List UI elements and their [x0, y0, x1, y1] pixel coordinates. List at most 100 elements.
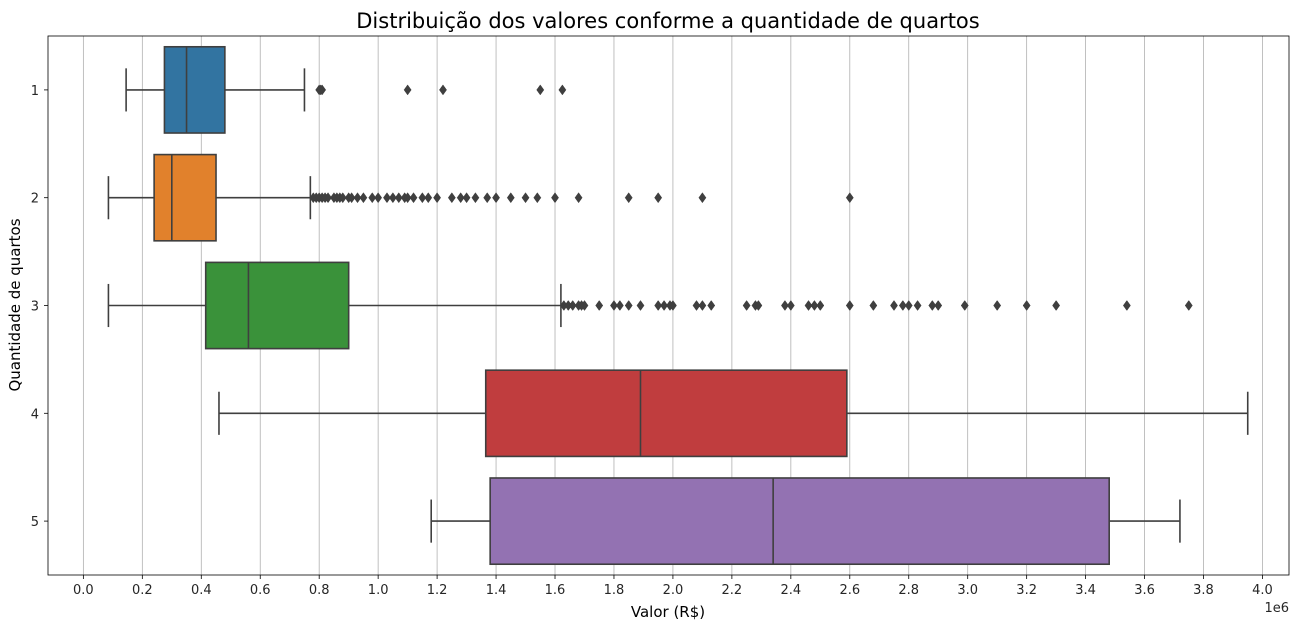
outlier-point: [707, 300, 716, 311]
outlier-point: [904, 300, 913, 311]
x-tick-label: 0.2: [132, 583, 153, 598]
box-group-2: [107, 153, 854, 242]
box-series: [107, 45, 1249, 566]
x-tick-label: 3.6: [1134, 583, 1155, 598]
outlier-point: [698, 300, 707, 311]
outlier-point: [403, 84, 412, 96]
x-tick-label: 0.8: [309, 583, 330, 598]
outlier-point: [624, 300, 633, 311]
x-tick-label: 3.0: [957, 583, 978, 598]
outlier-point: [359, 192, 368, 204]
outlier-point: [388, 192, 397, 204]
x-tick-label: 1.2: [427, 583, 448, 598]
x-tick-label: 0.0: [73, 583, 94, 598]
outlier-point: [456, 192, 465, 204]
outlier-point: [654, 300, 663, 311]
box-iqr: [484, 369, 848, 458]
x-tick-label: 2.8: [898, 583, 919, 598]
outlier-point: [368, 192, 377, 204]
x-tick-label: 0.6: [250, 583, 271, 598]
outlier-point: [781, 300, 789, 311]
outlier-point: [471, 192, 480, 204]
x-tick-label: 3.4: [1075, 583, 1096, 598]
y-tick-label: 5: [31, 515, 39, 530]
outlier-point: [483, 192, 492, 204]
outlier-point: [1184, 300, 1193, 311]
outlier-point: [845, 192, 854, 204]
x-tick-label: 1.8: [604, 583, 625, 598]
y-tick-label: 4: [31, 407, 39, 422]
outlier-point: [913, 300, 922, 311]
outlier-point: [934, 300, 943, 311]
box-group-5: [430, 477, 1181, 566]
outlier-point: [615, 300, 624, 311]
outlier-point: [1022, 300, 1031, 311]
x-tick-label: 1.4: [486, 583, 507, 598]
outlier-point: [669, 300, 677, 311]
outlier-point: [698, 192, 707, 204]
outlier-point: [347, 192, 356, 204]
outlier-point: [394, 192, 403, 204]
outlier-point: [324, 192, 332, 204]
outlier-point: [595, 300, 604, 311]
outlier-point: [928, 300, 937, 311]
outlier-point: [636, 300, 645, 311]
box-iqr: [204, 261, 350, 350]
x-tick-label: 1.0: [368, 583, 389, 598]
outlier-point: [533, 192, 542, 204]
outlier-point: [318, 84, 327, 96]
axes: 0.0 0.2 0.4 0.6 0.8 1.0 1.2 1.4 1.6 1.8 2.0 2.2 2.4 2…: [31, 84, 1273, 598]
outlier-point: [374, 192, 383, 204]
x-axis-offset-label: 1e6: [1264, 601, 1289, 616]
outlier-point: [624, 192, 633, 204]
outlier-point: [418, 192, 427, 204]
outlier-point: [433, 192, 442, 204]
outlier-point: [447, 192, 456, 204]
box-iqr: [163, 45, 226, 134]
outlier-point: [338, 192, 347, 204]
box-iqr: [489, 477, 1110, 566]
outlier-point: [804, 300, 813, 311]
x-tick-label: 2.6: [839, 583, 860, 598]
outlier-point: [462, 192, 471, 204]
outlier-point: [786, 300, 795, 311]
outlier-point: [692, 300, 701, 311]
outlier-point: [492, 192, 500, 204]
x-tick-label: 4.0: [1252, 583, 1273, 598]
outlier-point: [536, 84, 545, 96]
y-tick-label: 1: [31, 84, 39, 99]
outlier-point: [1052, 300, 1061, 311]
box-group-4: [218, 369, 1249, 458]
x-tick-label: 3.8: [1193, 583, 1214, 598]
outlier-point: [1122, 300, 1131, 311]
outlier-point: [654, 192, 663, 204]
outlier-point: [869, 300, 878, 311]
outlier-point: [409, 192, 418, 204]
outlier-point: [993, 300, 1002, 311]
outlier-point: [898, 300, 907, 311]
outlier-point: [816, 300, 825, 311]
outlier-point: [439, 84, 447, 96]
outlier-point: [960, 300, 969, 311]
outlier-point: [424, 192, 433, 204]
chart-title: Distribuição dos valores conforme a quan…: [356, 9, 979, 33]
outlier-point: [845, 300, 854, 311]
box-iqr: [153, 153, 217, 242]
outlier-point: [353, 192, 362, 204]
y-tick-label: 3: [31, 300, 39, 315]
outlier-point: [660, 300, 668, 311]
outlier-point: [551, 192, 559, 204]
outlier-point: [754, 300, 763, 311]
outlier-point: [580, 300, 589, 311]
outlier-point: [742, 300, 751, 311]
box-group-1: [125, 45, 567, 134]
x-tick-label: 2.0: [663, 583, 684, 598]
outlier-point: [890, 300, 898, 311]
outlier-point: [568, 300, 577, 311]
x-tick-label: 2.2: [722, 583, 743, 598]
x-tick-label: 3.2: [1016, 583, 1037, 598]
x-tick-label: 2.4: [780, 583, 801, 598]
outlier-point: [558, 84, 567, 96]
outlier-point: [610, 300, 618, 311]
outlier-point: [383, 192, 391, 204]
